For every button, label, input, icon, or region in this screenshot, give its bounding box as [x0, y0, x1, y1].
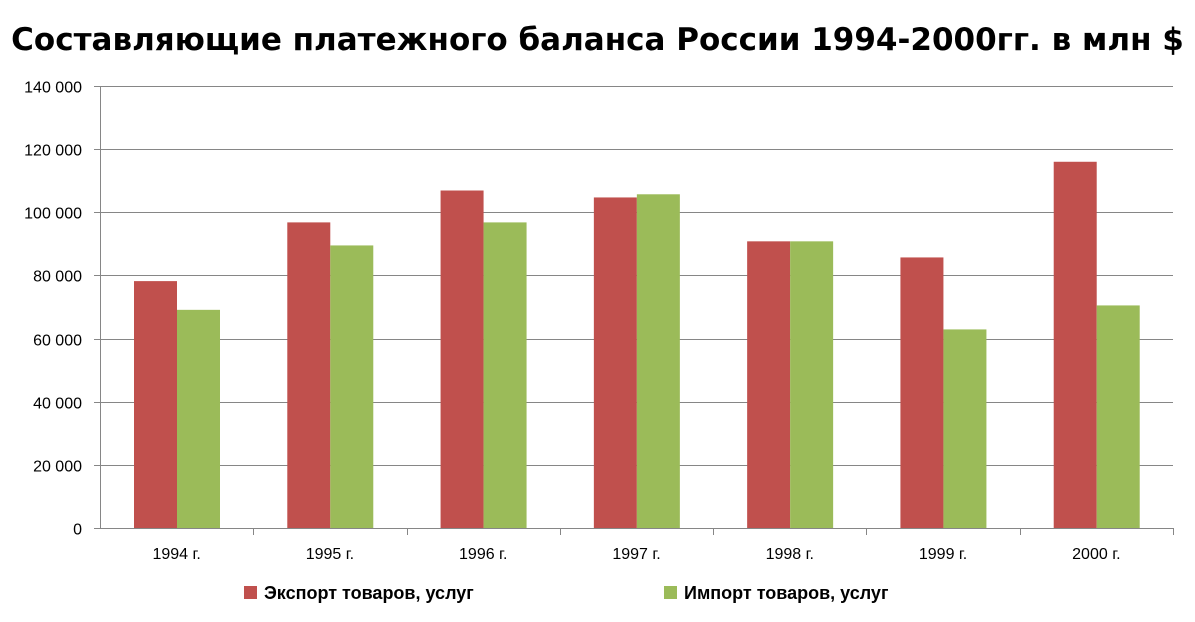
x-tick-labels: 1994 г. 1995 г. 1996 г. 1997 г. 1998 г. 1999 …: [152, 546, 1120, 563]
y-tick-label: 140 000: [24, 80, 82, 97]
y-tick-label: 80 000: [33, 269, 82, 286]
y-tick-label: 40 000: [33, 396, 82, 413]
legend-label-import: Импорт товаров, услуг: [684, 583, 889, 603]
legend-swatch-export: [244, 586, 257, 599]
x-tick-label: 2000 г.: [1072, 546, 1120, 563]
bar-import: [177, 309, 220, 528]
bar-import: [790, 241, 834, 528]
legend-label-export: Экспорт товаров, услуг: [264, 583, 474, 603]
bar-export: [747, 241, 791, 528]
y-tick-labels: 0 20 000 40 000 60 000 80 000 100 000 120 000 1…: [24, 80, 82, 539]
legend-swatch-import: [664, 586, 677, 599]
x-tick-label: 1997 г.: [612, 546, 660, 563]
bar-export: [593, 197, 637, 528]
bar-import: [1096, 305, 1140, 528]
bar-export: [440, 190, 484, 528]
bar-export: [1053, 161, 1097, 528]
y-tick-label: 120 000: [24, 143, 82, 160]
axes: [94, 86, 1174, 535]
y-tick-label: 20 000: [33, 459, 82, 476]
bar-export: [900, 257, 944, 528]
x-tick-label: 1999 г.: [919, 546, 967, 563]
x-tick-label: 1994 г.: [152, 546, 200, 563]
x-tick-label: 1996 г.: [459, 546, 507, 563]
x-tick-label: 1995 г.: [306, 546, 354, 563]
bar-export: [134, 281, 177, 528]
x-tick-label: 1998 г.: [766, 546, 814, 563]
bar-import: [483, 222, 527, 529]
y-tick-label: 60 000: [33, 333, 82, 350]
legend: Экспорт товаров, услуг Импорт товаров, ус…: [244, 583, 889, 603]
y-tick-label: 0: [73, 522, 82, 539]
bar-import: [330, 245, 374, 528]
y-tick-label: 100 000: [24, 206, 82, 223]
bar-import: [943, 329, 987, 528]
bar-export: [287, 222, 331, 529]
chart-title: Составляющие платежного баланса России 1…: [11, 22, 1184, 58]
bars: [134, 161, 1140, 529]
bar-import: [636, 194, 680, 529]
